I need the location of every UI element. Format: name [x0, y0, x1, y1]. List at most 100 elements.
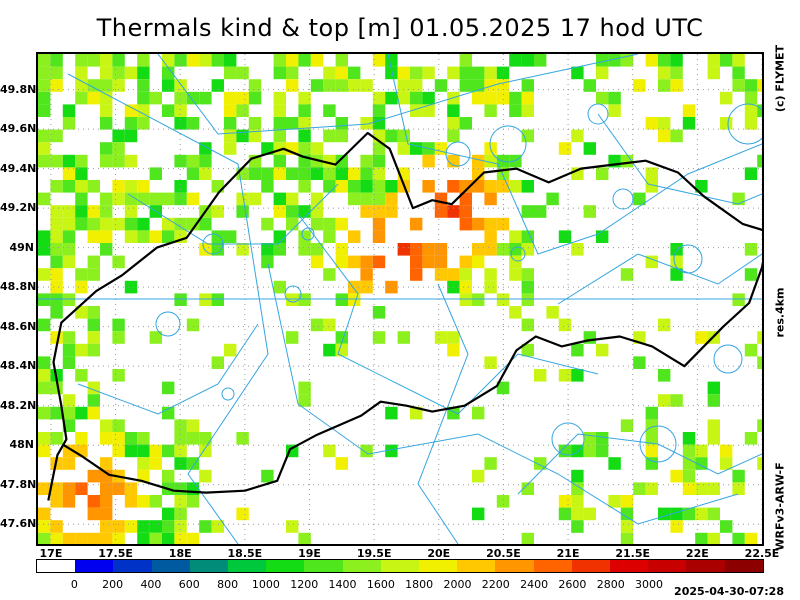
- thermal-cell: [447, 268, 460, 281]
- thermal-cell: [310, 192, 324, 206]
- thermal-cell: [286, 66, 299, 80]
- thermal-cell: [484, 180, 497, 193]
- airspace-boundary: [557, 253, 762, 305]
- thermal-cell: [38, 129, 51, 143]
- thermal-cell: [174, 495, 187, 508]
- airspace-boundary: [387, 54, 762, 255]
- thermal-cell: [546, 306, 559, 319]
- thermal-cells-layer: [38, 54, 762, 544]
- thermal-cell: [447, 343, 460, 357]
- thermal-cell: [521, 532, 534, 544]
- thermal-cell: [310, 255, 324, 269]
- thermal-cell: [682, 104, 696, 117]
- thermal-cell: [50, 482, 63, 495]
- thermal-cell: [62, 406, 76, 420]
- thermal-cell: [459, 293, 472, 306]
- thermal-cell: [124, 432, 138, 445]
- colour-scale-tick-label: 1600: [366, 578, 395, 591]
- thermal-cell: [298, 129, 311, 143]
- thermal-cell: [583, 444, 596, 458]
- thermal-cell: [707, 532, 720, 544]
- thermal-cell: [397, 243, 410, 256]
- thermal-cell: [335, 154, 348, 168]
- airspace-boundary: [417, 283, 469, 544]
- thermal-cell: [434, 243, 448, 256]
- thermal-cell: [174, 91, 187, 105]
- thermal-cell: [38, 406, 51, 420]
- thermal-cell: [348, 230, 361, 243]
- thermal-cell: [410, 255, 423, 269]
- longitude-tick-label: 21E: [556, 547, 580, 560]
- thermal-cell: [521, 54, 534, 67]
- thermal-cell: [100, 217, 113, 231]
- thermal-cell: [707, 507, 720, 521]
- thermal-cell: [75, 369, 88, 382]
- thermal-cell: [162, 66, 175, 80]
- thermal-cell: [645, 406, 658, 420]
- thermal-cell: [484, 79, 497, 92]
- thermal-cell: [100, 192, 113, 206]
- thermal-cell: [186, 54, 200, 67]
- thermal-cell: [211, 243, 224, 256]
- thermal-cell: [112, 217, 125, 231]
- thermal-cell: [162, 104, 175, 117]
- thermal-cell: [360, 154, 373, 168]
- thermal-cell: [385, 280, 398, 294]
- thermal-cell: [124, 192, 138, 206]
- thermal-cell: [62, 495, 76, 508]
- thermal-cell: [38, 54, 51, 67]
- thermal-cell: [75, 205, 88, 218]
- thermal-cell: [186, 217, 200, 231]
- thermal-cell: [224, 91, 237, 105]
- airspace-circle: [612, 188, 634, 210]
- thermal-cell: [261, 180, 274, 193]
- thermal-cell: [447, 66, 460, 80]
- thermal-cell: [571, 469, 584, 483]
- thermal-cell: [645, 167, 658, 180]
- thermal-cell: [757, 356, 762, 369]
- latitude-tick-label: 48.2N: [0, 398, 37, 412]
- thermal-cell: [645, 54, 658, 67]
- thermal-cell: [137, 54, 150, 67]
- thermal-cell: [682, 457, 696, 470]
- thermal-cell: [558, 507, 572, 521]
- thermal-cell: [236, 91, 249, 105]
- thermal-cell: [658, 369, 671, 382]
- thermal-cell: [162, 192, 175, 206]
- colour-scale-swatch: [151, 560, 190, 572]
- thermal-cell: [410, 79, 423, 92]
- thermal-cell: [50, 306, 63, 319]
- thermal-cell: [658, 54, 671, 67]
- thermal-cell: [410, 268, 423, 281]
- thermal-cell: [236, 104, 249, 117]
- thermal-cell: [50, 293, 63, 306]
- thermal-cell: [645, 444, 658, 458]
- thermal-cell: [112, 444, 125, 458]
- thermal-cell: [695, 180, 708, 193]
- thermal-cell: [50, 205, 63, 218]
- thermal-cell: [744, 91, 758, 105]
- thermal-cell: [571, 507, 584, 521]
- thermal-cell: [732, 79, 745, 92]
- thermal-cell: [87, 507, 100, 521]
- thermal-cell: [87, 180, 100, 193]
- thermal-cell: [261, 255, 274, 269]
- thermal-cell: [298, 243, 311, 256]
- thermal-cell: [310, 243, 324, 256]
- thermal-cell: [38, 192, 51, 206]
- thermal-cell: [162, 520, 175, 533]
- thermal-cell: [137, 91, 150, 105]
- thermal-cell: [509, 54, 522, 67]
- airspace-circle: [489, 125, 527, 163]
- thermal-cell: [596, 54, 609, 67]
- thermal-cell: [707, 394, 720, 407]
- thermal-cell: [62, 293, 76, 306]
- thermal-cell: [323, 66, 336, 80]
- thermal-cell: [87, 394, 100, 407]
- thermal-cell: [186, 457, 200, 470]
- thermal-cell: [62, 444, 76, 458]
- thermal-cell: [744, 117, 758, 130]
- thermal-cell: [484, 243, 497, 256]
- thermal-cell: [174, 180, 187, 193]
- thermal-cell: [248, 91, 262, 105]
